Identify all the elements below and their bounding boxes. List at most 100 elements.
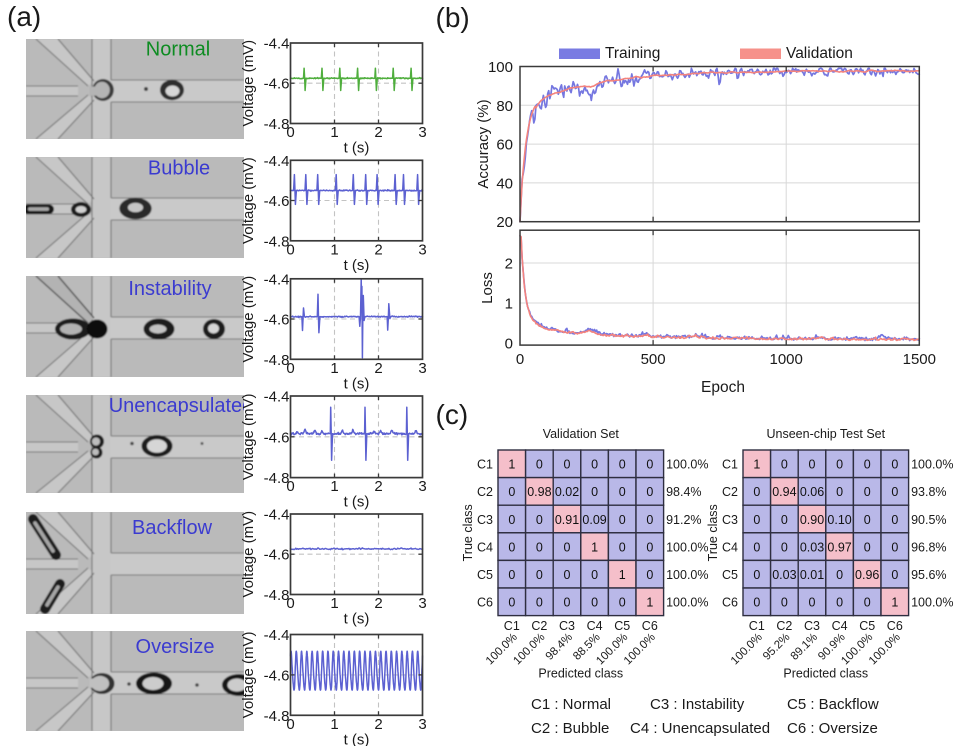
svg-text:0: 0 [536,568,543,582]
svg-text:Loss: Loss [479,272,496,304]
svg-text:0: 0 [753,485,760,499]
svg-text:0: 0 [646,568,653,582]
svg-text:0: 0 [505,336,513,353]
svg-text:0: 0 [591,568,598,582]
svg-text:0: 0 [619,540,626,554]
svg-text:Backflow: Backflow [132,517,213,539]
svg-text:100.0%: 100.0% [666,458,708,472]
svg-text:0: 0 [591,596,598,610]
svg-text:C6: C6 [887,619,903,633]
svg-text:0.03: 0.03 [800,540,824,554]
svg-text:3: 3 [418,360,426,377]
svg-text:Instability: Instability [128,278,211,300]
svg-text:Oversize: Oversize [136,636,215,658]
svg-text:C3 : Instability: C3 : Instability [650,696,745,713]
svg-text:3: 3 [418,124,426,141]
svg-text:0: 0 [516,351,524,368]
svg-text:C1: C1 [722,458,738,472]
svg-text:-4.6: -4.6 [264,547,290,564]
svg-text:3: 3 [418,241,426,258]
svg-text:0: 0 [836,458,843,472]
svg-text:C6 : Oversize: C6 : Oversize [787,720,878,737]
svg-text:100.0%: 100.0% [911,596,953,610]
svg-text:C2: C2 [531,619,547,633]
svg-text:100: 100 [488,59,513,76]
svg-text:1: 1 [330,716,338,733]
svg-text:Unencapsulated: Unencapsulated [109,395,254,417]
svg-text:(c): (c) [436,399,469,430]
svg-text:1: 1 [619,568,626,582]
svg-text:C6: C6 [722,596,738,610]
svg-text:-4.4: -4.4 [264,36,290,53]
svg-text:Voltage (mV): Voltage (mV) [240,511,257,598]
svg-text:0: 0 [286,595,294,612]
svg-text:60: 60 [496,137,513,154]
svg-text:0: 0 [864,485,871,499]
svg-text:Epoch: Epoch [701,379,745,396]
svg-text:0: 0 [591,458,598,472]
svg-text:t (s): t (s) [344,375,370,392]
svg-text:-4.8: -4.8 [264,470,290,487]
svg-text:1: 1 [505,296,513,313]
svg-text:91.2%: 91.2% [666,513,701,527]
svg-text:40: 40 [496,175,513,192]
svg-text:C2: C2 [477,485,493,499]
svg-text:0.97: 0.97 [827,540,851,554]
svg-text:C2 : Bubble: C2 : Bubble [531,720,609,737]
svg-text:-4.8: -4.8 [264,116,290,133]
svg-text:0.94: 0.94 [772,485,796,499]
svg-text:0: 0 [619,513,626,527]
svg-text:0.10: 0.10 [827,513,851,527]
svg-text:Predicted class: Predicted class [538,667,623,681]
svg-text:-4.4: -4.4 [264,389,290,406]
svg-text:2: 2 [374,360,382,377]
svg-text:0: 0 [809,458,816,472]
svg-text:-4.8: -4.8 [264,708,290,725]
svg-text:0.02: 0.02 [555,485,579,499]
svg-text:0: 0 [809,596,816,610]
svg-text:0: 0 [891,568,898,582]
svg-text:0: 0 [836,596,843,610]
svg-text:100.0%: 100.0% [666,568,708,582]
svg-text:t (s): t (s) [344,611,370,628]
svg-text:3: 3 [418,478,426,495]
svg-text:-4.6: -4.6 [264,312,290,329]
svg-text:-4.8: -4.8 [264,233,290,250]
svg-text:C1 : Normal: C1 : Normal [531,696,611,713]
svg-text:0: 0 [781,513,788,527]
svg-text:C4 : Unencapsulated: C4 : Unencapsulated [630,720,770,737]
svg-text:0: 0 [286,241,294,258]
svg-text:2: 2 [374,124,382,141]
svg-text:0: 0 [508,596,515,610]
svg-text:0: 0 [836,568,843,582]
svg-text:0: 0 [508,485,515,499]
svg-text:0: 0 [864,596,871,610]
svg-text:2: 2 [374,241,382,258]
svg-text:0: 0 [836,485,843,499]
svg-text:0: 0 [619,458,626,472]
svg-text:500: 500 [641,351,666,368]
svg-text:0: 0 [536,596,543,610]
svg-text:0.90: 0.90 [800,513,824,527]
svg-text:0: 0 [753,540,760,554]
svg-text:0: 0 [286,360,294,377]
svg-text:0.96: 0.96 [855,568,879,582]
svg-text:C2: C2 [722,485,738,499]
svg-text:0: 0 [536,513,543,527]
svg-text:C1: C1 [504,619,520,633]
svg-text:C5 : Backflow: C5 : Backflow [787,696,879,713]
svg-text:0: 0 [564,596,571,610]
svg-text:0: 0 [564,540,571,554]
svg-text:t (s): t (s) [344,257,370,274]
svg-text:0: 0 [286,478,294,495]
svg-text:Voltage (mV): Voltage (mV) [240,632,257,719]
svg-text:Validation: Validation [786,45,853,62]
svg-text:-4.8: -4.8 [264,352,290,369]
svg-text:90.5%: 90.5% [911,513,946,527]
svg-text:C5: C5 [614,619,630,633]
svg-text:1: 1 [753,458,760,472]
svg-text:0: 0 [564,568,571,582]
svg-text:0: 0 [619,485,626,499]
svg-text:-4.6: -4.6 [264,76,290,93]
svg-text:-4.4: -4.4 [264,507,290,524]
